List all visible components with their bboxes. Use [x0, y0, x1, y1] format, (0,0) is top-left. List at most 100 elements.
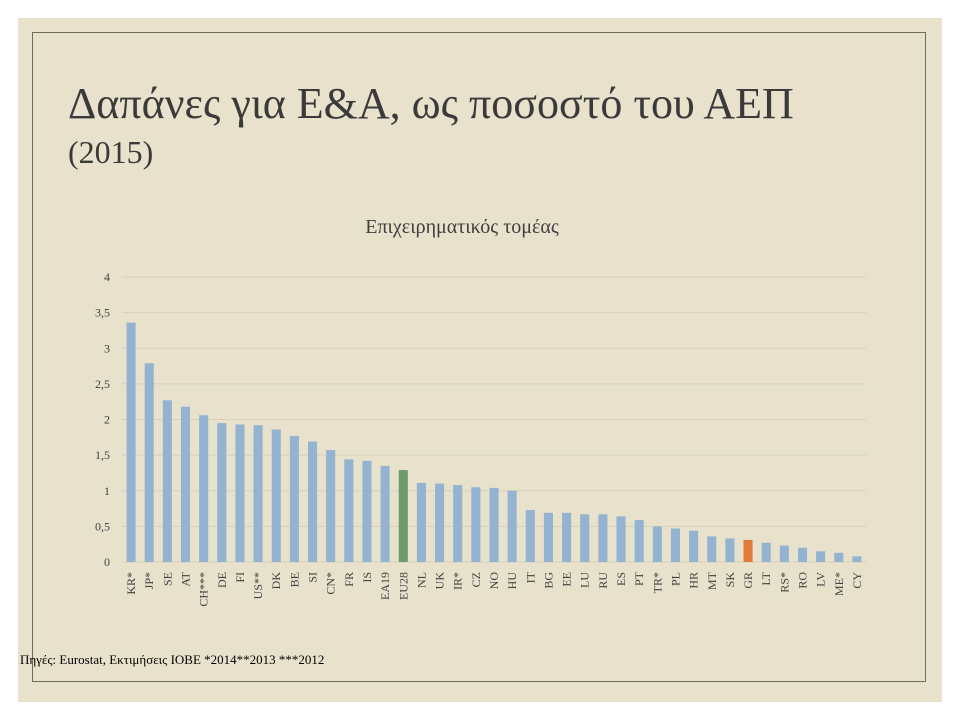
- x-tick-label: CZ: [469, 572, 483, 587]
- y-tick-label: 3: [104, 341, 110, 355]
- y-axis-ticks: 0 0,5 1 1,5 2 2,5 3 3,5 4: [95, 270, 110, 569]
- bar-lu: [580, 514, 590, 562]
- bar-hu: [507, 490, 517, 562]
- bar-mt: [707, 536, 717, 562]
- bar-gr: [743, 539, 753, 562]
- x-tick-label: NL: [414, 572, 428, 588]
- x-tick-label: JP*: [142, 572, 156, 589]
- x-tick-label: PT: [632, 571, 646, 586]
- x-tick-label: SI: [306, 572, 320, 583]
- bar-nl: [416, 482, 426, 562]
- bar-bg: [543, 512, 553, 562]
- bar-be: [289, 435, 299, 562]
- bar-ee: [562, 512, 572, 562]
- x-tick-label: SK: [723, 572, 737, 588]
- slide-frame: [32, 32, 926, 682]
- bar-no: [489, 487, 499, 562]
- x-tick-label: CH***: [197, 572, 211, 607]
- y-tick-label: 0,5: [95, 519, 110, 533]
- bar-it: [525, 509, 535, 562]
- y-tick-label: 2,5: [95, 377, 110, 391]
- bar-lv: [816, 551, 826, 562]
- bar-tr: [652, 526, 662, 562]
- y-tick-label: 1: [104, 484, 110, 498]
- y-tick-label: 1,5: [95, 448, 110, 462]
- bar-hr: [689, 530, 699, 562]
- bar-kr: [126, 322, 136, 562]
- x-tick-label: RO: [795, 572, 809, 589]
- x-tick-label: RS*: [777, 572, 791, 593]
- x-axis-ticks: KR* JP* SE AT CH*** DE FI US** DK BE SI CN* FR IS EA19…: [124, 571, 864, 606]
- bar-ch: [199, 415, 209, 562]
- x-tick-label: GR: [741, 572, 755, 589]
- bar-is: [362, 460, 372, 562]
- x-tick-label: EE: [560, 572, 574, 587]
- bar-fr: [344, 459, 354, 562]
- bar-ea19: [380, 465, 390, 562]
- bar-ro: [797, 547, 808, 562]
- x-tick-label: BE: [287, 572, 301, 587]
- x-tick-label: TR*: [650, 572, 664, 593]
- bar-pt: [634, 519, 644, 562]
- x-tick-label: DK: [269, 572, 283, 590]
- bar-se: [162, 400, 172, 562]
- x-tick-label: IS: [360, 572, 374, 583]
- bar-ru: [598, 514, 608, 562]
- x-tick-label: FI: [233, 572, 247, 583]
- x-tick-label: RU: [596, 572, 610, 589]
- y-tick-label: 4: [104, 270, 110, 284]
- x-tick-label: LT: [759, 571, 773, 585]
- slide: [18, 18, 942, 702]
- x-tick-label: HR: [687, 572, 701, 589]
- x-tick-label: FR: [342, 572, 356, 587]
- x-tick-label: DE: [215, 572, 229, 588]
- x-tick-label: SE: [160, 572, 174, 586]
- bar-at: [180, 406, 191, 562]
- bar-de: [217, 423, 227, 562]
- x-tick-label: IT: [523, 571, 537, 583]
- x-tick-label: US**: [251, 572, 265, 599]
- bar-uk: [435, 483, 445, 562]
- source-note: Πηγές: Eurostat, Εκτιμήσεις ΙΟΒΕ *2014**…: [20, 652, 325, 667]
- bar-jp: [144, 363, 154, 562]
- slide-title: Δαπάνες για Ε&Α, ως ποσοστό του ΑΕΠ: [68, 79, 794, 128]
- y-tick-label: 0: [104, 555, 110, 569]
- x-tick-label: AT: [179, 571, 193, 586]
- x-tick-label: NO: [487, 572, 501, 590]
- bar-cy: [852, 556, 862, 562]
- x-tick-label: EU28: [396, 572, 410, 600]
- x-tick-label: CN*: [324, 572, 338, 595]
- x-tick-label: EA19: [378, 572, 392, 600]
- bar-us: [253, 425, 263, 562]
- bar-es: [616, 516, 626, 562]
- x-tick-label: LU: [578, 572, 592, 588]
- y-tick-label: 2: [104, 413, 110, 427]
- x-tick-label: LV: [814, 572, 828, 587]
- slide-subtitle: (2015): [68, 134, 154, 170]
- y-tick-label: 3,5: [95, 306, 110, 320]
- bar-cn: [326, 450, 336, 562]
- bar-cz: [471, 487, 481, 562]
- bars: [126, 322, 862, 562]
- x-tick-label: HU: [505, 572, 519, 590]
- bar-ir: [453, 485, 463, 562]
- bar-pl: [670, 528, 680, 562]
- x-tick-label: KR*: [124, 572, 138, 595]
- bar-si: [308, 441, 318, 562]
- bar-fi: [235, 424, 245, 562]
- x-tick-label: IR*: [451, 572, 465, 590]
- x-tick-label: CY: [850, 572, 864, 589]
- x-tick-label: PL: [668, 572, 682, 586]
- bar-me: [834, 552, 844, 562]
- x-tick-label: ES: [614, 572, 628, 586]
- x-tick-label: BG: [541, 572, 555, 589]
- x-tick-label: ME*: [832, 572, 846, 596]
- bar-lt: [761, 542, 771, 562]
- bar-sk: [725, 538, 735, 562]
- chart-title: Επιχειρηματικός τομέας: [365, 216, 559, 238]
- bar-dk: [271, 429, 281, 562]
- x-tick-label: MT: [705, 571, 719, 590]
- bar-rs: [779, 545, 789, 562]
- x-tick-label: UK: [433, 572, 447, 590]
